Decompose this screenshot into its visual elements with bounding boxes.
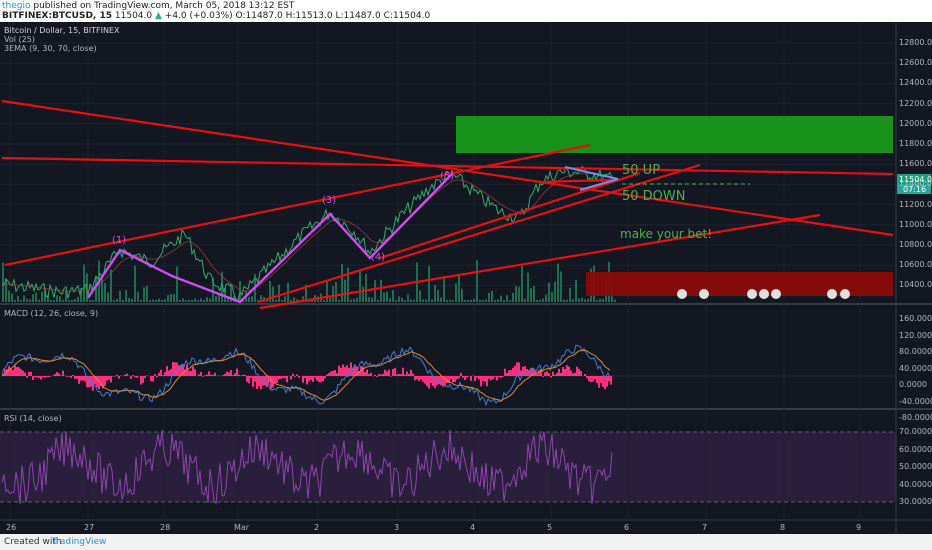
time-axis-label: 28 xyxy=(160,523,171,532)
price-axis-label: 10800.0 xyxy=(899,240,932,249)
time-axis-label: 2 xyxy=(314,523,320,532)
macd-axis-label: 40.0000 xyxy=(899,363,932,373)
volume-indicator-label: Vol (25) xyxy=(4,35,35,44)
wave-label-3: (3) xyxy=(322,195,337,206)
timer-tag xyxy=(897,184,931,194)
rsi-indicator-label: RSI (14, close) xyxy=(4,414,62,423)
macd-axis-label: 160.0000 xyxy=(899,314,932,323)
time-axis-label: 7 xyxy=(702,523,708,532)
last-price-tag-text: 11504.0 xyxy=(899,175,932,184)
price-axis-label: 12400.0 xyxy=(899,78,932,88)
ema-indicator-label: 3EMA (9, 30, 70, close) xyxy=(4,44,97,53)
elliott-wave-path[interactable] xyxy=(87,173,453,304)
rsi-axis-label: 30.0000 xyxy=(899,497,932,506)
price-change: +4.0 (+0.03%) xyxy=(164,11,233,21)
time-axis-label: 3 xyxy=(394,523,400,532)
price-axis-label: 11000.0 xyxy=(899,219,932,229)
ohlc-open: O:11487.0 xyxy=(235,11,283,21)
price-axis-label: 11400.0 xyxy=(899,179,932,189)
ohlc-high: H:11513.0 xyxy=(285,11,333,21)
time-axis-label: 6 xyxy=(624,523,630,532)
time-axis-label: 4 xyxy=(470,523,476,532)
wave-label-4: (4) xyxy=(371,252,386,263)
footer-bar: Created with TradingView xyxy=(0,534,932,550)
last-price: 11504.0 xyxy=(114,11,153,21)
symbol-label: BITFINEX:BTCUSD, 15 xyxy=(2,11,113,21)
timer-tag-text: 07:16 xyxy=(903,185,927,194)
change-up-icon: ▲ xyxy=(154,11,162,21)
rsi-band xyxy=(0,432,896,502)
price-axis-label: 12200.0 xyxy=(899,98,932,108)
annotation-down: 50 DOWN xyxy=(622,189,686,204)
macd-axis-label: 0.0000 xyxy=(899,380,927,389)
price-axis-label: 12000.0 xyxy=(899,118,932,128)
price-axis-label: 10400.0 xyxy=(899,280,932,290)
chart-area[interactable]: Bitcoin / Dollar, 15, BITFINEX Vol (25) … xyxy=(0,22,932,534)
macd-axis-label: 80.0000 xyxy=(899,347,932,356)
ohlc-low: L:11487.0 xyxy=(335,11,381,21)
wave-label-5: (5) xyxy=(440,171,455,182)
created-with-label: Created with xyxy=(4,537,62,547)
annotation-up: 50 UP xyxy=(622,163,661,178)
price-axis-label: 11600.0 xyxy=(899,159,932,169)
wave-label-1: (1) xyxy=(112,235,127,246)
price-axis-label: 11800.0 xyxy=(899,139,932,148)
event-badges[interactable] xyxy=(677,289,850,299)
ohlc-close: C:11504.0 xyxy=(383,11,431,21)
macd-indicator-label: MACD (12, 26, close, 9) xyxy=(4,309,99,318)
tradingview-logo[interactable]: TradingView xyxy=(52,537,107,547)
rsi-axis-label: 70.0000 xyxy=(899,427,932,436)
annotation-bet: make your bet! xyxy=(620,227,713,241)
green-target-zone xyxy=(456,116,893,153)
macd-axis-label: -40.0000 xyxy=(899,396,932,406)
price-axis-label: 10600.0 xyxy=(899,260,932,270)
rsi-axis-label: 60.0000 xyxy=(899,444,932,454)
time-axis-label: 9 xyxy=(856,523,862,532)
price-axis-label: 12600.0 xyxy=(899,58,932,68)
time-axis-label: Mar xyxy=(234,523,250,532)
chart-title: Bitcoin / Dollar, 15, BITFINEX xyxy=(4,26,120,35)
trendlines[interactable] xyxy=(1,99,894,310)
rsi-axis-label: 50.0000 xyxy=(899,462,932,471)
time-axis-label: 8 xyxy=(780,523,786,532)
publish-header: thegio published on TradingView.com, Mar… xyxy=(0,0,932,22)
last-price-tag xyxy=(897,174,931,184)
time-axis-label: 26 xyxy=(6,523,17,532)
rsi-axis-label: 40.0000 xyxy=(899,479,932,489)
macd-axis-label: 120.0000 xyxy=(899,330,932,340)
time-axis-label: 27 xyxy=(84,523,95,532)
time-axis-label: 5 xyxy=(547,523,553,532)
author-link[interactable]: thegio xyxy=(2,1,31,11)
price-axis-label: 12800.0 xyxy=(899,38,932,47)
macd-axis-label: -80.0000 xyxy=(899,413,932,422)
price-axis-label: 11200.0 xyxy=(899,199,932,209)
published-info: published on TradingView.com, March 05, … xyxy=(33,1,295,11)
